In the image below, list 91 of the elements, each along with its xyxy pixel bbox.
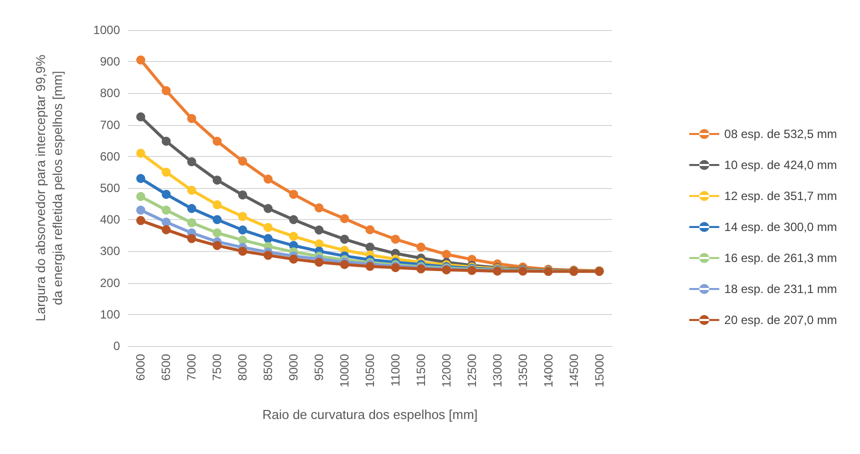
y-tick-label: 400 bbox=[100, 212, 120, 227]
point bbox=[416, 242, 426, 252]
point bbox=[136, 192, 146, 202]
point bbox=[238, 156, 248, 166]
point bbox=[238, 212, 248, 221]
point bbox=[136, 56, 146, 65]
x-tick-label: 9500 bbox=[312, 354, 326, 381]
y-tick-label: 1000 bbox=[93, 23, 120, 37]
point bbox=[212, 200, 222, 210]
point bbox=[136, 112, 146, 122]
legend-label: 20 esp. de 207,0 mm bbox=[724, 313, 838, 327]
x-tick-label: 9000 bbox=[286, 354, 301, 381]
point bbox=[162, 136, 171, 146]
legend-label: 10 esp. de 424,0 mm bbox=[724, 158, 838, 172]
point bbox=[314, 226, 324, 235]
point bbox=[162, 218, 171, 227]
point bbox=[264, 250, 273, 260]
point bbox=[187, 234, 196, 244]
y-tick-label: 500 bbox=[100, 181, 120, 195]
x-tick-label: 10000 bbox=[338, 354, 352, 388]
y-tick-label: 900 bbox=[100, 54, 120, 69]
y-tick-label: 800 bbox=[100, 86, 120, 100]
point bbox=[366, 242, 374, 252]
point bbox=[238, 236, 248, 245]
legend-label: 08 esp. de 532,5 mm bbox=[724, 127, 838, 141]
point bbox=[136, 174, 146, 184]
y-tick-label: 0 bbox=[113, 339, 120, 353]
x-tick-label: 6500 bbox=[159, 354, 174, 381]
y-tick-label: 100 bbox=[100, 307, 120, 322]
point bbox=[314, 203, 324, 212]
y-tick-label: 700 bbox=[100, 118, 120, 132]
x-tick-label: 14000 bbox=[541, 354, 556, 388]
x-tick-label: 15000 bbox=[592, 354, 606, 388]
point bbox=[289, 215, 298, 224]
x-tick-label: 10500 bbox=[363, 354, 377, 388]
x-tick-label: 13000 bbox=[490, 354, 504, 388]
point bbox=[162, 86, 171, 96]
point bbox=[162, 168, 171, 177]
x-tick-label: 11500 bbox=[414, 354, 428, 386]
point bbox=[212, 228, 222, 238]
x-tick-label: 11000 bbox=[388, 354, 402, 386]
x-tick-label: 7500 bbox=[210, 354, 224, 381]
point bbox=[289, 232, 298, 241]
point bbox=[187, 218, 196, 228]
legend-label: 12 esp. de 351,7 mm bbox=[724, 189, 838, 203]
y-tick-label: 300 bbox=[100, 244, 120, 258]
y-axis-title: Largura do absorvedor para interceptar 99,9% da energia refletida pelos espelhos [mm] bbox=[33, 54, 65, 322]
x-tick-label: 8500 bbox=[261, 354, 276, 381]
point bbox=[238, 190, 248, 200]
point bbox=[162, 225, 171, 234]
x-tick-label: 7000 bbox=[184, 354, 199, 381]
point bbox=[187, 186, 196, 195]
point bbox=[238, 226, 248, 235]
point bbox=[366, 225, 374, 234]
point bbox=[212, 215, 222, 224]
point bbox=[390, 234, 400, 244]
legend-label: 14 esp. de 300,0 mm bbox=[724, 220, 838, 234]
point bbox=[238, 246, 248, 256]
point bbox=[289, 190, 298, 199]
point bbox=[162, 190, 171, 199]
point bbox=[314, 258, 324, 267]
x-tick-label: 12000 bbox=[439, 354, 454, 388]
x-tick-label: 6000 bbox=[134, 354, 148, 381]
point bbox=[136, 148, 146, 158]
point bbox=[340, 214, 350, 224]
point bbox=[187, 204, 196, 214]
x-axis-title: Raio de curvatura dos espelhos [mm] bbox=[262, 407, 478, 422]
x-tick-label: 14500 bbox=[566, 354, 581, 388]
legend-label: 18 esp. de 231,1 mm bbox=[724, 282, 838, 296]
point bbox=[212, 241, 222, 250]
point bbox=[340, 234, 350, 244]
x-tick-label: 8000 bbox=[236, 354, 250, 381]
point bbox=[136, 216, 146, 226]
point bbox=[187, 157, 196, 166]
point bbox=[264, 223, 273, 232]
legend-label: 16 esp. de 261,3 mm bbox=[724, 251, 838, 265]
point bbox=[264, 174, 273, 184]
y-tick-label: 600 bbox=[100, 149, 120, 164]
point bbox=[212, 176, 222, 185]
point bbox=[162, 206, 171, 215]
point bbox=[264, 234, 273, 244]
point bbox=[340, 260, 350, 269]
point bbox=[442, 250, 451, 259]
x-tick-label: 13500 bbox=[516, 354, 530, 388]
point bbox=[289, 254, 298, 264]
x-tick-label: 12500 bbox=[464, 354, 479, 388]
point bbox=[187, 114, 196, 123]
point bbox=[212, 136, 222, 146]
y-tick-label: 200 bbox=[100, 276, 120, 290]
point bbox=[264, 204, 273, 214]
point bbox=[136, 206, 146, 215]
